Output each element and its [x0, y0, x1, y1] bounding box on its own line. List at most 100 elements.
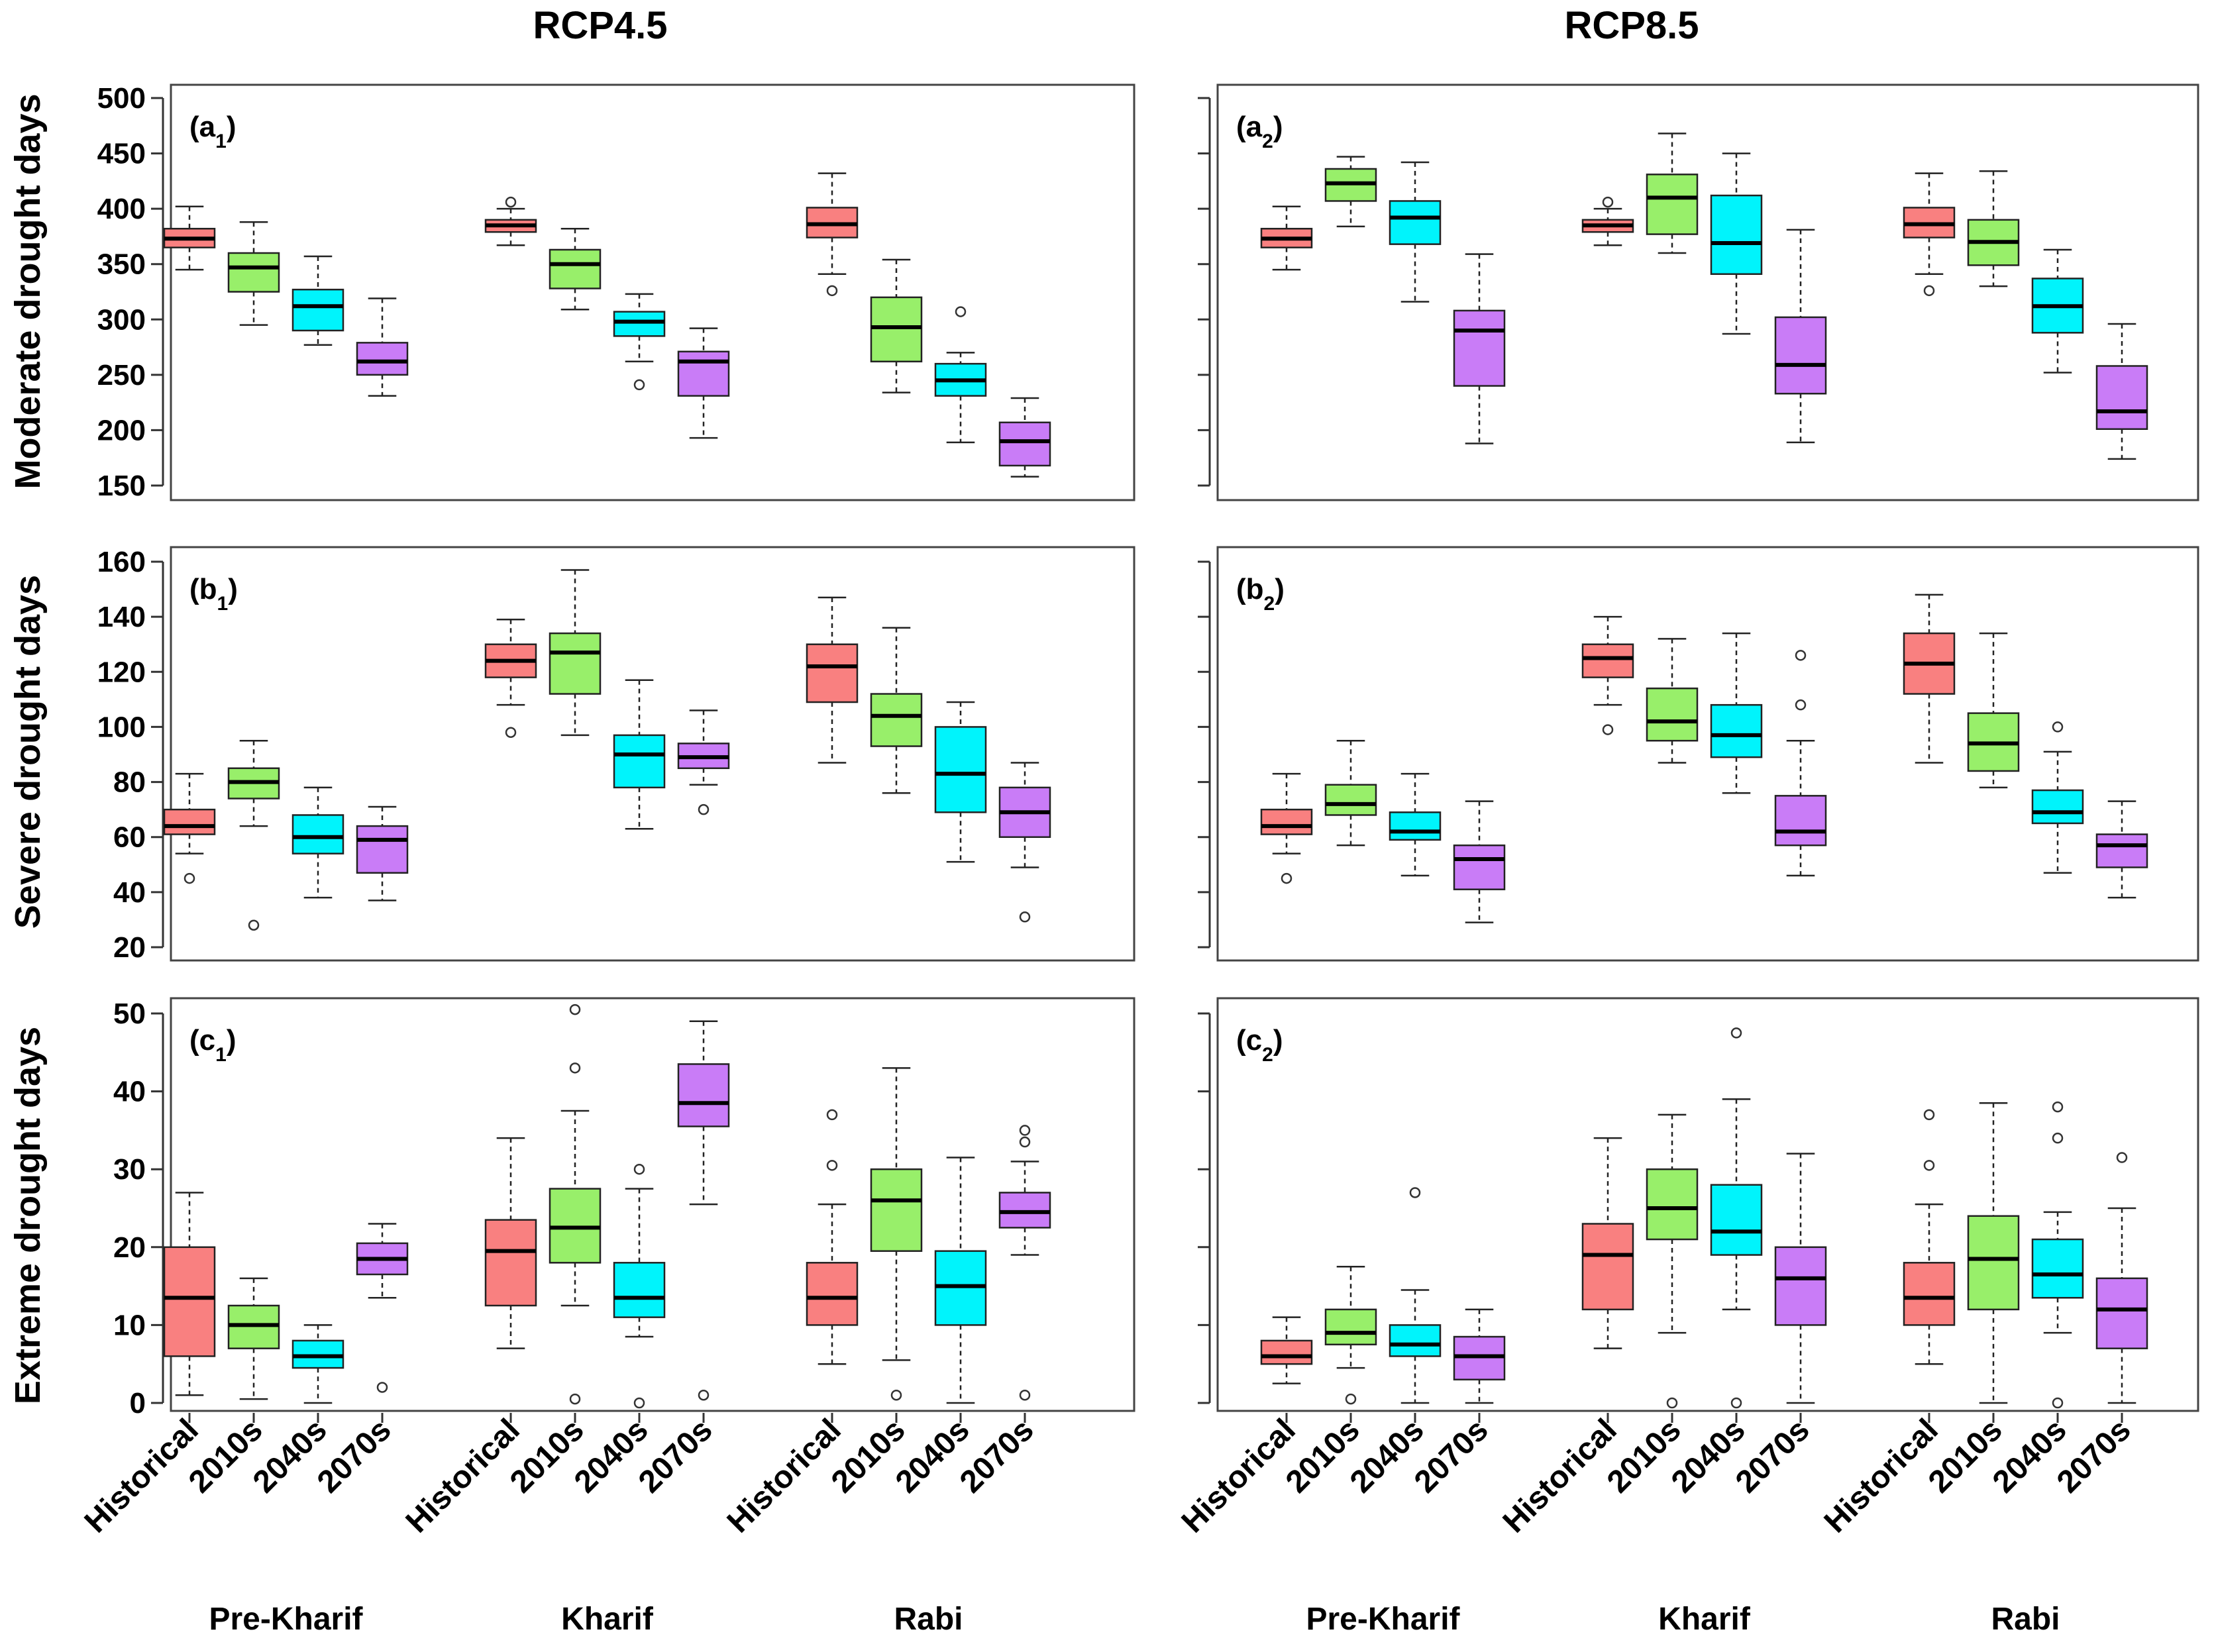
box-rabi-2070s [998, 397, 1051, 478]
outlier-point [633, 379, 645, 391]
outlier-point [376, 1382, 388, 1393]
box-pre-kharif-2070s [1453, 800, 1506, 923]
box-iqr [2095, 833, 2148, 868]
outlier-point [1923, 1160, 1935, 1171]
box-pre-kharif-2010s [227, 1277, 280, 1400]
box-iqr [163, 808, 216, 835]
y-tick-label: 40 [113, 876, 146, 909]
outlier-point [1923, 1109, 1935, 1121]
outlier-point [1795, 699, 1807, 711]
x-tick-label: 2040s [568, 1412, 655, 1500]
box-kharif-2040s [1710, 632, 1763, 794]
box-kharif-historical [1581, 196, 1634, 246]
box-pre-kharif-2010s [1324, 156, 1377, 228]
y-tick-label: 40 [113, 1076, 146, 1108]
panel-c2: (c2) [1198, 997, 2199, 1412]
y-tick-label: 10 [113, 1309, 146, 1341]
box-iqr [1324, 784, 1377, 816]
box-rabi-2040s [934, 1157, 987, 1404]
outlier-point [955, 306, 967, 317]
y-tick-label: 60 [113, 821, 146, 854]
outlier-point [1019, 1136, 1031, 1148]
box-kharif-2070s [677, 1020, 730, 1401]
panel-frame [170, 546, 1135, 962]
x-tick-label: 2070s [2050, 1412, 2138, 1500]
box-iqr [356, 342, 409, 376]
box-pre-kharif-2070s [356, 805, 409, 902]
outlier-point [505, 727, 517, 738]
panel-label-subscript: 1 [217, 593, 229, 615]
panel-a1: 150 200 250 300 350 400 450 500 (a1) [97, 82, 1135, 502]
x-tick-label: 2070s [632, 1412, 719, 1500]
outlier-point [1730, 1027, 1742, 1039]
y-tick-label: 160 [97, 546, 146, 578]
box-iqr [1774, 795, 1827, 847]
ylabel-extreme: Extreme drought days [8, 1027, 48, 1404]
x-tick-label: 2010s [825, 1412, 912, 1500]
panel-label-close: ) [1273, 1024, 1283, 1057]
panel-label-letter: (a [1236, 111, 1263, 143]
x-tick-label: 2070s [1729, 1412, 1817, 1500]
box-iqr [1710, 1184, 1763, 1256]
outlier-point [2052, 721, 2064, 733]
box-iqr [870, 693, 923, 747]
box-rabi-2070s [2095, 1152, 2148, 1404]
y-tick-label: 150 [97, 470, 146, 502]
box-pre-kharif-2040s [291, 1324, 344, 1404]
panel-label: (c1) [189, 1024, 236, 1066]
box-rabi-2010s [870, 627, 923, 794]
panel-label-close: ) [1273, 111, 1283, 143]
box-kharif-2010s [1646, 132, 1699, 254]
box-pre-kharif-2040s [291, 786, 344, 899]
box-kharif-2070s [677, 709, 730, 815]
y-tick-label: 140 [97, 601, 146, 633]
box-kharif-historical [484, 196, 537, 246]
outlier-point [1795, 650, 1807, 661]
box-iqr [2095, 365, 2148, 431]
box-iqr [870, 1168, 923, 1252]
box-kharif-2010s [549, 1004, 602, 1405]
box-rabi-2040s [2031, 1101, 2084, 1409]
panel-label-close: ) [1275, 573, 1285, 605]
ylabel-moderate: Moderate drought days [8, 93, 48, 489]
outlier-point [1019, 911, 1031, 923]
box-iqr [613, 1262, 666, 1318]
season-label-pre-kharif: Pre-Kharif [209, 1602, 363, 1637]
season-label-kharif: Kharif [561, 1602, 654, 1637]
y-tick-label: 300 [97, 303, 146, 336]
box-iqr [484, 1219, 537, 1307]
box-rabi-2070s [998, 1125, 1051, 1401]
panel-label-subscript: 2 [1262, 1044, 1273, 1066]
box-iqr [1710, 703, 1763, 758]
box-iqr [1903, 1262, 1956, 1326]
panel-b1: 20 40 60 80 100 120 140 160 (b1) [97, 546, 1135, 964]
box-pre-kharif-2040s [1389, 161, 1442, 303]
box-iqr [1581, 643, 1634, 678]
box-kharif-2070s [1774, 229, 1827, 444]
panel-label-letter: (c [1236, 1024, 1262, 1057]
outlier-point [569, 1393, 581, 1405]
x-tick-label: 2070s [953, 1412, 1041, 1500]
panel-a2: (a2) [1198, 83, 2199, 501]
outlier-point [569, 1004, 581, 1015]
outlier-point [890, 1389, 902, 1401]
panel-label-subscript: 2 [1264, 593, 1275, 615]
box-iqr [1581, 1223, 1634, 1311]
panel-c1: 0 10 20 30 40 50 (c1) [113, 997, 1135, 1420]
season-label-pre-kharif: Pre-Kharif [1306, 1602, 1460, 1637]
box-iqr [1774, 1246, 1827, 1326]
box-pre-kharif-2070s [356, 297, 409, 397]
box-kharif-historical [484, 619, 537, 738]
outlier-point [248, 919, 260, 931]
box-iqr [1453, 309, 1506, 387]
x-tick-label: 2010s [1601, 1412, 1688, 1500]
y-tick-label: 500 [97, 82, 146, 115]
box-rabi-2010s [1967, 1102, 2020, 1404]
box-iqr [1646, 1168, 1699, 1241]
box-rabi-2070s [2095, 800, 2148, 899]
outlier-point [2052, 1397, 2064, 1409]
box-iqr [870, 296, 923, 363]
x-tick-label: 2010s [1922, 1412, 2009, 1500]
panel-label: (b1) [189, 573, 238, 615]
panel-frame [170, 997, 1135, 1412]
